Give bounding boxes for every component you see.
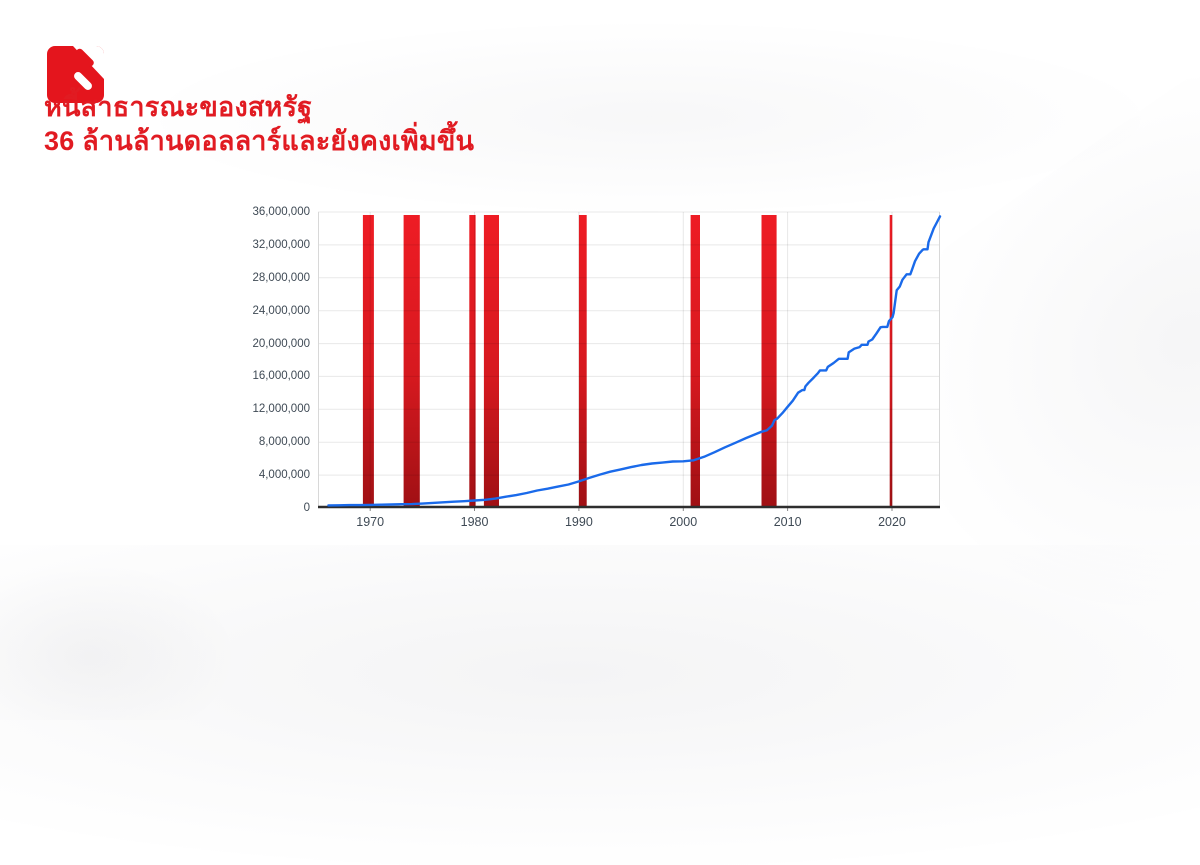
y-axis-tick-label: 12,000,000 (252, 403, 310, 416)
y-axis-tick-label: 4,000,000 (258, 469, 310, 482)
logo-white-stroke-icon (72, 70, 94, 92)
infographic-page: { "page": { "background": "#ffffff" }, "… (0, 20, 1200, 865)
headline-line1: หนี้สาธารณะของสหรัฐ (44, 92, 313, 122)
x-axis-tick-label: 2020 (878, 515, 906, 529)
recession-band (403, 215, 420, 507)
background-swoosh-bottom-left (0, 560, 240, 720)
debt-line (327, 215, 942, 507)
brand-logo (47, 46, 104, 103)
x-axis-tick-label: 2000 (669, 515, 698, 529)
recession-band (362, 215, 374, 507)
y-axis-tick-label: 24,000,000 (252, 304, 310, 317)
x-axis-tick-label: 1990 (564, 515, 593, 529)
y-axis-tick-label: 28,000,000 (252, 271, 310, 284)
recession-band (761, 215, 777, 507)
y-axis-tick-label: 8,000,000 (258, 436, 310, 449)
y-axis-tick-label: 16,000,000 (252, 370, 310, 383)
recession-band (578, 215, 587, 507)
recession-band (889, 215, 893, 507)
headline-line2: 36 ล้านล้านดอลลาร์และยังคงเพิ่มขึ้น (44, 124, 474, 158)
x-axis-tick-label: 1980 (460, 515, 489, 529)
headline: หนี้สาธารณะของสหรัฐ 36 ล้านล้านดอลลาร์แล… (44, 90, 474, 158)
x-axis-tick-label: 2010 (773, 515, 802, 529)
y-axis-tick-label: 20,000,000 (252, 337, 310, 350)
y-axis-tick-label: 36,000,000 (252, 206, 310, 218)
recession-band (690, 215, 700, 507)
background-swoosh-bottom (0, 545, 1200, 865)
x-axis-tick-label: 1970 (356, 515, 385, 529)
headline-number: 36 (44, 126, 75, 156)
plot-area (318, 211, 942, 511)
y-axis-tick-label: 32,000,000 (252, 238, 310, 251)
recession-band (483, 215, 499, 507)
recession-band (469, 215, 476, 507)
headline-line2-text: ล้านล้านดอลลาร์และยังคงเพิ่มขึ้น (82, 126, 475, 156)
y-axis-tick-label: 0 (303, 502, 310, 514)
